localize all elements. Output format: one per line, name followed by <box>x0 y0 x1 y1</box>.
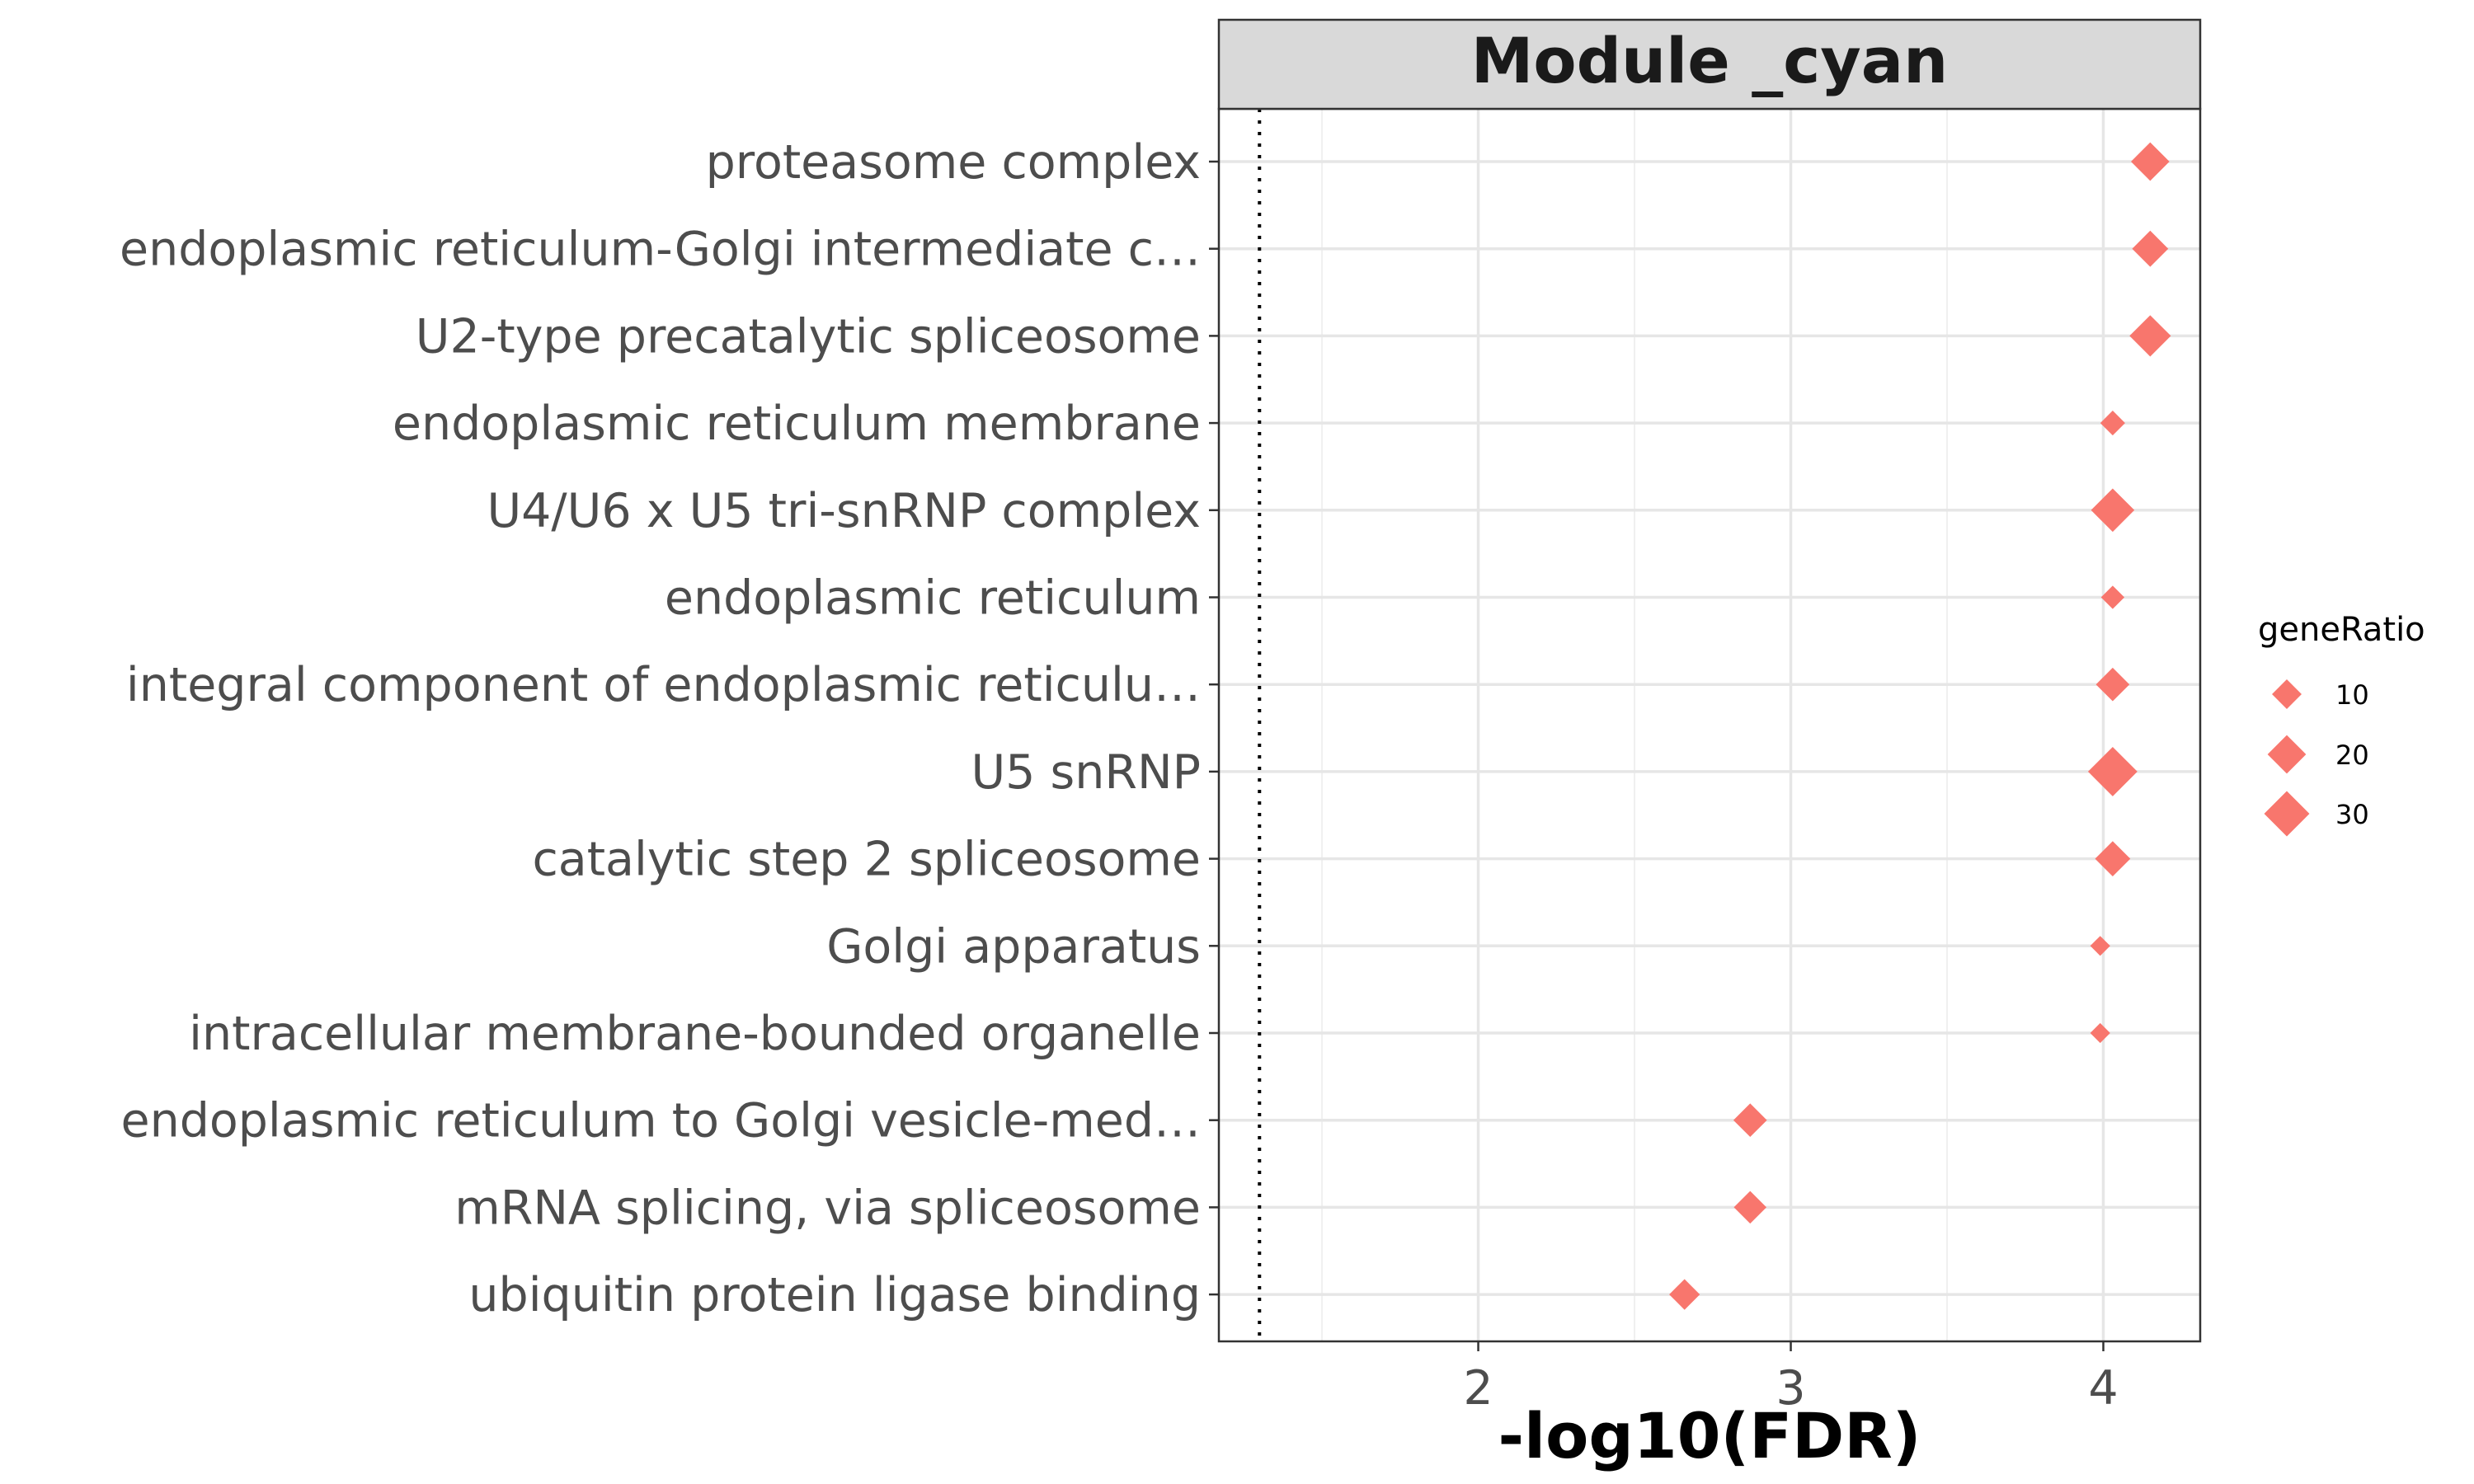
y-tick-label: mRNA splicing, via spliceosome <box>454 1181 1201 1235</box>
y-tick-label: integral component of endoplasmic reticu… <box>126 658 1201 712</box>
data-point <box>2091 488 2135 533</box>
y-axis: proteasome complex endoplasmic reticulum-… <box>120 135 1219 1322</box>
legend-key <box>2264 791 2310 837</box>
data-point <box>2090 936 2110 956</box>
legend-label: 10 <box>2335 679 2369 711</box>
data-point <box>2100 411 2125 436</box>
legend-key <box>2267 735 2307 774</box>
data-point <box>2100 585 2125 609</box>
legend-title: geneRatio <box>2258 611 2425 649</box>
data-point <box>2087 746 2138 796</box>
y-tick-label: endoplasmic reticulum membrane <box>393 397 1201 451</box>
data-point <box>1733 1190 1767 1224</box>
x-axis: 2 3 4 <box>1463 1341 2119 1416</box>
y-tick-label: endoplasmic reticulum-Golgi intermediate… <box>120 223 1201 277</box>
y-tick-label: proteasome complex <box>706 135 1201 190</box>
x-tick-label: 2 <box>1463 1361 1493 1416</box>
y-tick-label: endoplasmic reticulum <box>665 571 1201 626</box>
data-point <box>1733 1103 1767 1138</box>
data-point <box>2095 667 2130 702</box>
legend-label: 20 <box>2335 740 2369 771</box>
y-tick-label: Golgi apparatus <box>826 919 1201 974</box>
facet-strip <box>1217 18 2202 110</box>
x-tick-label: 3 <box>1776 1361 1805 1416</box>
data-point <box>2095 841 2131 876</box>
data-point <box>2129 315 2171 357</box>
y-tick-label: catalytic step 2 spliceosome <box>532 833 1201 887</box>
y-tick-label: U4/U6 x U5 tri-snRNP complex <box>487 484 1201 538</box>
legend: geneRatio 10 20 30 <box>2258 611 2425 837</box>
legend-label: 30 <box>2335 799 2369 830</box>
data-point <box>2090 1022 2110 1044</box>
x-axis-title: -log10(FDR) <box>1498 1399 1921 1472</box>
y-tick-label: U2-type precatalytic spliceosome <box>416 309 1201 364</box>
y-tick-label: endoplasmic reticulum to Golgi vesicle-m… <box>121 1094 1202 1148</box>
data-point <box>1669 1279 1700 1310</box>
x-tick-label: 4 <box>2088 1361 2118 1416</box>
chart-title: Module _cyan <box>1471 24 1948 97</box>
legend-key <box>2272 679 2302 709</box>
data-point <box>2131 142 2170 181</box>
y-tick-label: ubiquitin protein ligase binding <box>468 1268 1201 1322</box>
plot-panel <box>1219 109 2200 1341</box>
y-tick-label: U5 snRNP <box>971 745 1201 800</box>
grid-lines <box>1219 109 2200 1341</box>
data-points <box>1669 142 2171 1310</box>
y-tick-label: intracellular membrane-bounded organelle <box>189 1007 1201 1061</box>
data-point <box>2132 230 2169 267</box>
